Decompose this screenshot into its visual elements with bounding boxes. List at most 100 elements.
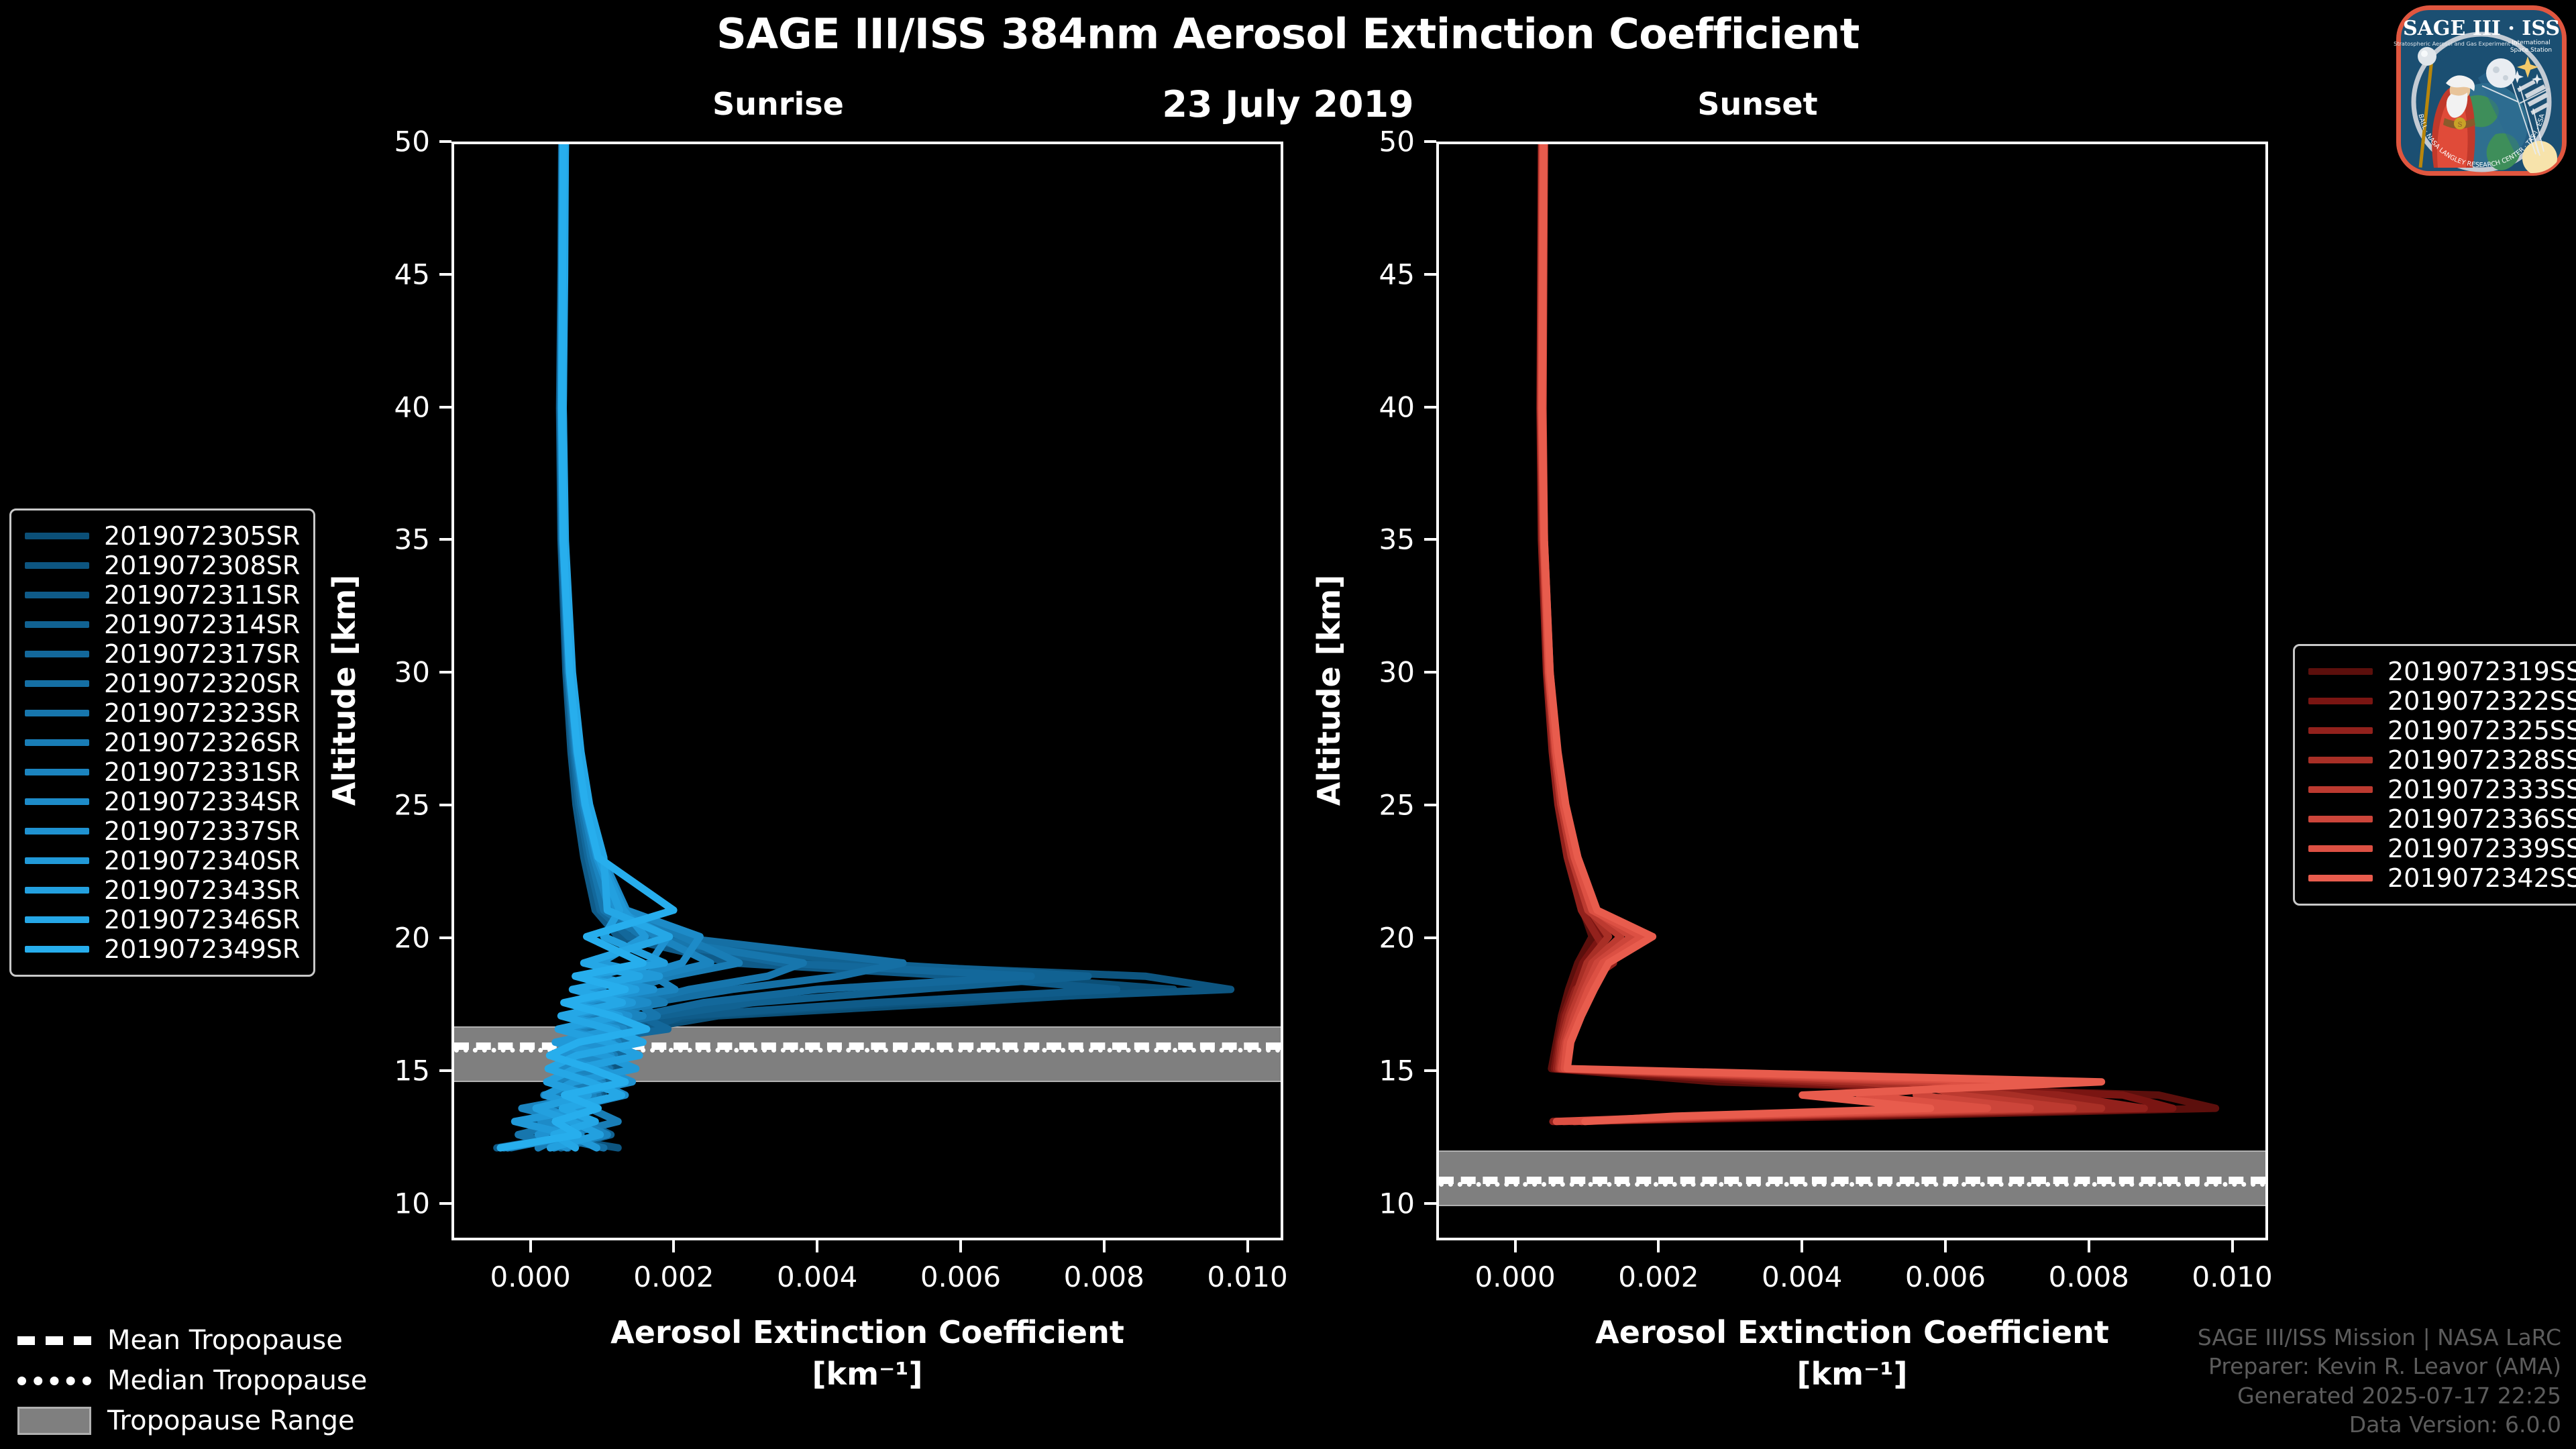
y-axis-tick-label: 15 — [1379, 1054, 1415, 1087]
legend-item[interactable]: 2019072317SR — [25, 639, 300, 669]
x-axis-title-sunrise: Aerosol Extinction Coefficient — [610, 1314, 1124, 1350]
legend-item-label: 2019072331SR — [104, 757, 301, 787]
legend-item-label: 2019072346SR — [104, 905, 301, 934]
legend-item[interactable]: 2019072334SR — [25, 787, 300, 816]
y-axis-tick — [1424, 671, 1436, 674]
legend-color-swatch — [2308, 757, 2373, 763]
legend-item[interactable]: 2019072323SR — [25, 698, 300, 728]
y-axis-tick — [439, 936, 451, 939]
series-line — [1538, 144, 2106, 1126]
legend-item[interactable]: 2019072337SR — [25, 816, 300, 846]
x-axis-title-sunset: Aerosol Extinction Coefficient — [1595, 1314, 2109, 1350]
y-axis-tick-label: 50 — [394, 125, 430, 158]
legend-item[interactable]: 2019072325SS — [2308, 716, 2576, 745]
legend-item-label: 2019072325SS — [2387, 716, 2576, 745]
legend-item[interactable]: 2019072308SR — [25, 551, 300, 580]
tropopause-legend-label: Mean Tropopause — [107, 1325, 343, 1356]
legend-item-label: 2019072343SR — [104, 875, 301, 905]
y-axis-tick — [1424, 405, 1436, 409]
legend-item-label: 2019072339SS — [2387, 834, 2576, 863]
credits-line: Generated 2025-07-17 22:25 — [2237, 1382, 2561, 1409]
legend-sunset[interactable]: 2019072319SS 2019072322SS 2019072325SS 2019… — [2293, 644, 2576, 906]
y-axis-tick — [439, 1201, 451, 1205]
y-axis-tick-label: 15 — [394, 1054, 430, 1087]
legend-item-label: 2019072337SR — [104, 816, 301, 846]
credits-line: Preparer: Kevin R. Leavor (AMA) — [2208, 1353, 2561, 1380]
legend-item-label: 2019072323SR — [104, 698, 301, 728]
y-axis-tick — [439, 671, 451, 674]
legend-item[interactable]: 2019072333SS — [2308, 775, 2576, 804]
x-axis-tick-label: 0.006 — [1904, 1260, 1986, 1293]
legend-color-swatch — [25, 680, 89, 687]
page-subtitle: 23 July 2019 — [1162, 83, 1414, 125]
legend-item[interactable]: 2019072339SS — [2308, 834, 2576, 863]
y-axis-tick-label: 40 — [1379, 390, 1415, 424]
legend-color-swatch — [2308, 786, 2373, 793]
legend-color-swatch — [25, 621, 89, 628]
x-axis-tick — [1513, 1240, 1517, 1252]
legend-item[interactable]: 2019072331SR — [25, 757, 300, 787]
series-line — [1537, 144, 2077, 1126]
legend-item[interactable]: 2019072343SR — [25, 875, 300, 905]
tropopause-legend-label: Tropopause Range — [107, 1405, 355, 1436]
legend-item[interactable]: 2019072311SR — [25, 580, 300, 610]
legend-color-swatch — [25, 739, 89, 746]
legend-item[interactable]: 2019072322SS — [2308, 686, 2576, 716]
legend-item[interactable]: 2019072326SR — [25, 728, 300, 757]
page-title: SAGE III/ISS 384nm Aerosol Extinction Co… — [716, 9, 1860, 58]
y-axis-tick-label: 10 — [1379, 1187, 1415, 1220]
series-line — [1539, 144, 2034, 1126]
panel-title-sunset: Sunset — [1697, 86, 1818, 122]
series-curves-sunrise — [454, 144, 1281, 1238]
y-axis-tick — [1424, 936, 1436, 939]
tropopause-legend-label: Median Tropopause — [107, 1365, 368, 1396]
y-axis-tick-label: 35 — [394, 523, 430, 556]
series-line — [1538, 144, 2106, 1126]
legend-color-swatch — [25, 798, 89, 805]
x-axis-tick — [1943, 1240, 1947, 1252]
legend-color-swatch — [2308, 668, 2373, 675]
legend-item[interactable]: 2019072340SR — [25, 846, 300, 875]
legend-item-label: 2019072319SS — [2387, 657, 2576, 686]
tropopause-legend-item: Tropopause Range — [17, 1401, 367, 1441]
legend-item[interactable]: 2019072346SR — [25, 905, 300, 934]
legend-color-swatch — [25, 710, 89, 716]
y-axis-tick — [1424, 272, 1436, 276]
x-axis-tick — [2231, 1240, 2234, 1252]
legend-item[interactable]: 2019072336SS — [2308, 804, 2576, 834]
y-axis-title-sunset: Altitude [km] — [1311, 574, 1347, 806]
series-line — [1537, 144, 2220, 1126]
legend-item-label: 2019072317SR — [104, 639, 301, 669]
credits-block: SAGE III/ISS Mission | NASA LaRC Preparer… — [2198, 1323, 2561, 1440]
legend-item-label: 2019072314SR — [104, 610, 301, 639]
tropopause-legend-swatch-dotted — [17, 1376, 91, 1385]
y-axis-title-sunrise: Altitude [km] — [326, 574, 362, 806]
legend-item[interactable]: 2019072320SR — [25, 669, 300, 698]
legend-item[interactable]: 2019072319SS — [2308, 657, 2576, 686]
legend-color-swatch — [25, 946, 89, 953]
legend-item-label: 2019072334SR — [104, 787, 301, 816]
y-axis-tick-label: 40 — [394, 390, 430, 424]
legend-item[interactable]: 2019072305SR — [25, 521, 300, 551]
y-axis-tick-label: 45 — [394, 258, 430, 291]
legend-item[interactable]: 2019072328SS — [2308, 745, 2576, 775]
legend-item[interactable]: 2019072349SR — [25, 934, 300, 964]
legend-item[interactable]: 2019072314SR — [25, 610, 300, 639]
y-axis-tick-label: 10 — [394, 1187, 430, 1220]
y-axis-tick-label: 25 — [1379, 788, 1415, 822]
legend-item-label: 2019072322SS — [2387, 686, 2576, 716]
x-axis-tick-label: 0.000 — [490, 1260, 571, 1293]
legend-item-label: 2019072308SR — [104, 551, 301, 580]
legend-color-swatch — [25, 562, 89, 569]
legend-color-swatch — [2308, 816, 2373, 822]
series-curves-sunset — [1439, 144, 2265, 1238]
legend-sunrise[interactable]: 2019072305SR 2019072308SR 2019072311SR 2019… — [9, 508, 316, 977]
y-axis-tick — [1424, 804, 1436, 807]
plot-area-sunset — [1436, 142, 2268, 1240]
series-line — [1536, 144, 2148, 1126]
x-axis-tick — [2087, 1240, 2090, 1252]
logo-title: SAGE III · ISS — [2403, 17, 2560, 40]
legend-item[interactable]: 2019072342SS — [2308, 863, 2576, 893]
legend-item-label: 2019072342SS — [2387, 863, 2576, 893]
